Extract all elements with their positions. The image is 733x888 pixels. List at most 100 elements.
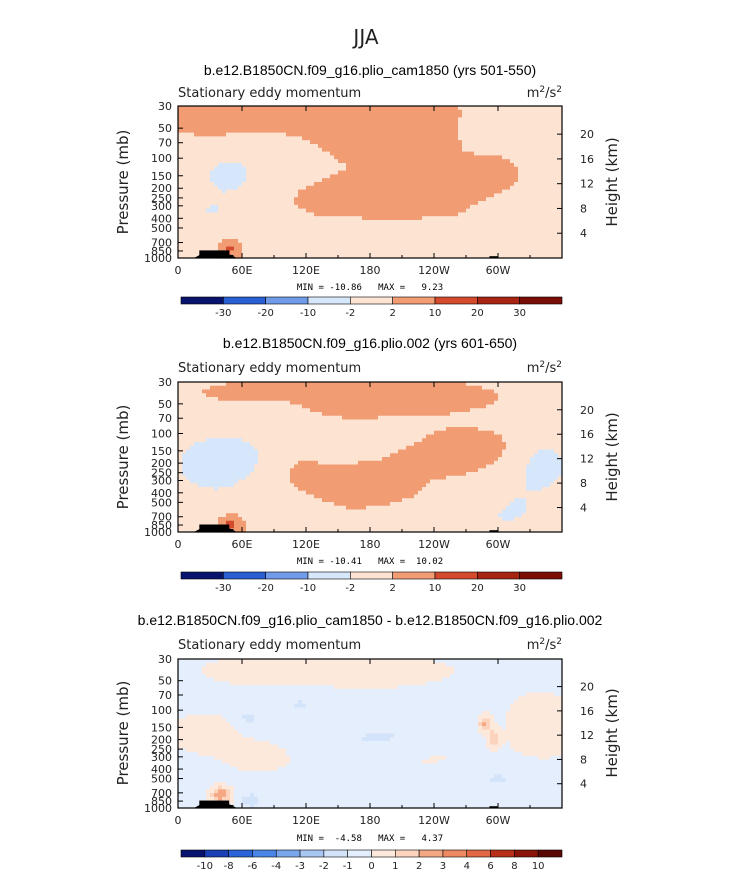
field-cell: [542, 144, 547, 149]
field-cell: [446, 109, 451, 115]
field-cell: [414, 140, 419, 145]
field-cell: [430, 193, 435, 198]
field-cell: [302, 155, 307, 160]
field-cell: [314, 151, 319, 156]
field-cell: [242, 197, 247, 202]
field-cell: [510, 400, 515, 406]
field-cell: [338, 250, 343, 255]
field-cell: [182, 151, 187, 156]
field-cell: [198, 117, 203, 122]
field-cell: [306, 106, 311, 111]
field-cell: [282, 412, 287, 417]
field-cell: [386, 231, 391, 236]
field-cell: [514, 397, 519, 402]
field-cell: [446, 216, 451, 221]
field-cell: [262, 163, 267, 168]
field-cell: [182, 159, 187, 164]
field-cell: [286, 412, 291, 417]
field-cell: [418, 174, 423, 179]
field-cell: [402, 408, 407, 413]
field-cell: [406, 128, 411, 134]
field-cell: [258, 155, 263, 160]
colorbar-label: 30: [513, 308, 526, 319]
field-cell: [466, 113, 471, 118]
field-cell: [406, 106, 411, 111]
field-cell: [206, 408, 211, 413]
field-cell: [410, 235, 415, 240]
field-cell: [306, 117, 311, 122]
field-cell: [370, 189, 375, 194]
field-cell: [422, 216, 427, 221]
field-cell: [318, 246, 323, 251]
field-cell: [202, 121, 207, 126]
field-cell: [270, 166, 275, 172]
field-cell: [190, 125, 195, 130]
field-cell: [262, 239, 267, 244]
field-cell: [402, 393, 407, 398]
field-cell: [430, 174, 435, 179]
field-cell: [274, 132, 279, 137]
field-cell: [374, 136, 379, 141]
field-cell: [514, 174, 519, 179]
field-cell: [494, 239, 499, 244]
field-cell: [478, 235, 483, 240]
field-cell: [402, 170, 407, 175]
field-cell: [494, 178, 499, 183]
field-cell: [318, 106, 323, 111]
field-cell: [446, 393, 451, 398]
field-cell: [306, 197, 311, 202]
field-cell: [366, 147, 371, 153]
field-cell: [342, 174, 347, 179]
field-cell: [270, 185, 275, 191]
field-cell: [374, 151, 379, 156]
field-cell: [266, 136, 271, 141]
field-cell: [486, 117, 491, 122]
field-cell: [514, 412, 519, 417]
field-cell: [314, 185, 319, 191]
field-cell: [286, 408, 291, 413]
field-cell: [486, 109, 491, 115]
field-cell: [274, 185, 279, 191]
field-cell: [310, 121, 315, 126]
field-cell: [490, 382, 495, 387]
field-cell: [210, 239, 215, 244]
field-cell: [554, 408, 559, 413]
field-cell: [190, 140, 195, 145]
field-cell: [366, 117, 371, 122]
field-cell: [206, 178, 211, 183]
field-cell: [486, 182, 491, 187]
field-cell: [198, 121, 203, 126]
field-cell: [462, 178, 467, 183]
field-cell: [314, 201, 319, 206]
field-cell: [430, 201, 435, 206]
field-cell: [178, 189, 183, 194]
field-cell: [246, 155, 251, 160]
field-cell: [350, 147, 355, 153]
field-cell: [478, 125, 483, 130]
field-cell: [530, 121, 535, 126]
field-cell: [438, 382, 443, 387]
field-cell: [402, 204, 407, 210]
field-cell: [454, 174, 459, 179]
field-cell: [518, 197, 523, 202]
field-cell: [410, 109, 415, 115]
field-cell: [502, 189, 507, 194]
field-cell: [446, 182, 451, 187]
field-cell: [286, 389, 291, 394]
field-cell: [346, 231, 351, 236]
field-cell: [490, 113, 495, 118]
field-cell: [218, 147, 223, 153]
field-cell: [258, 212, 263, 217]
field-cell: [310, 182, 315, 187]
field-cell: [270, 250, 275, 255]
field-cell: [334, 389, 339, 394]
field-cell: [238, 239, 243, 244]
field-cell: [466, 404, 471, 409]
field-cell: [354, 170, 359, 175]
field-cell: [378, 204, 383, 210]
field-cell: [246, 125, 251, 130]
field-cell: [374, 397, 379, 402]
field-cell: [546, 151, 551, 156]
field-cell: [478, 408, 483, 413]
field-cell: [178, 385, 183, 391]
